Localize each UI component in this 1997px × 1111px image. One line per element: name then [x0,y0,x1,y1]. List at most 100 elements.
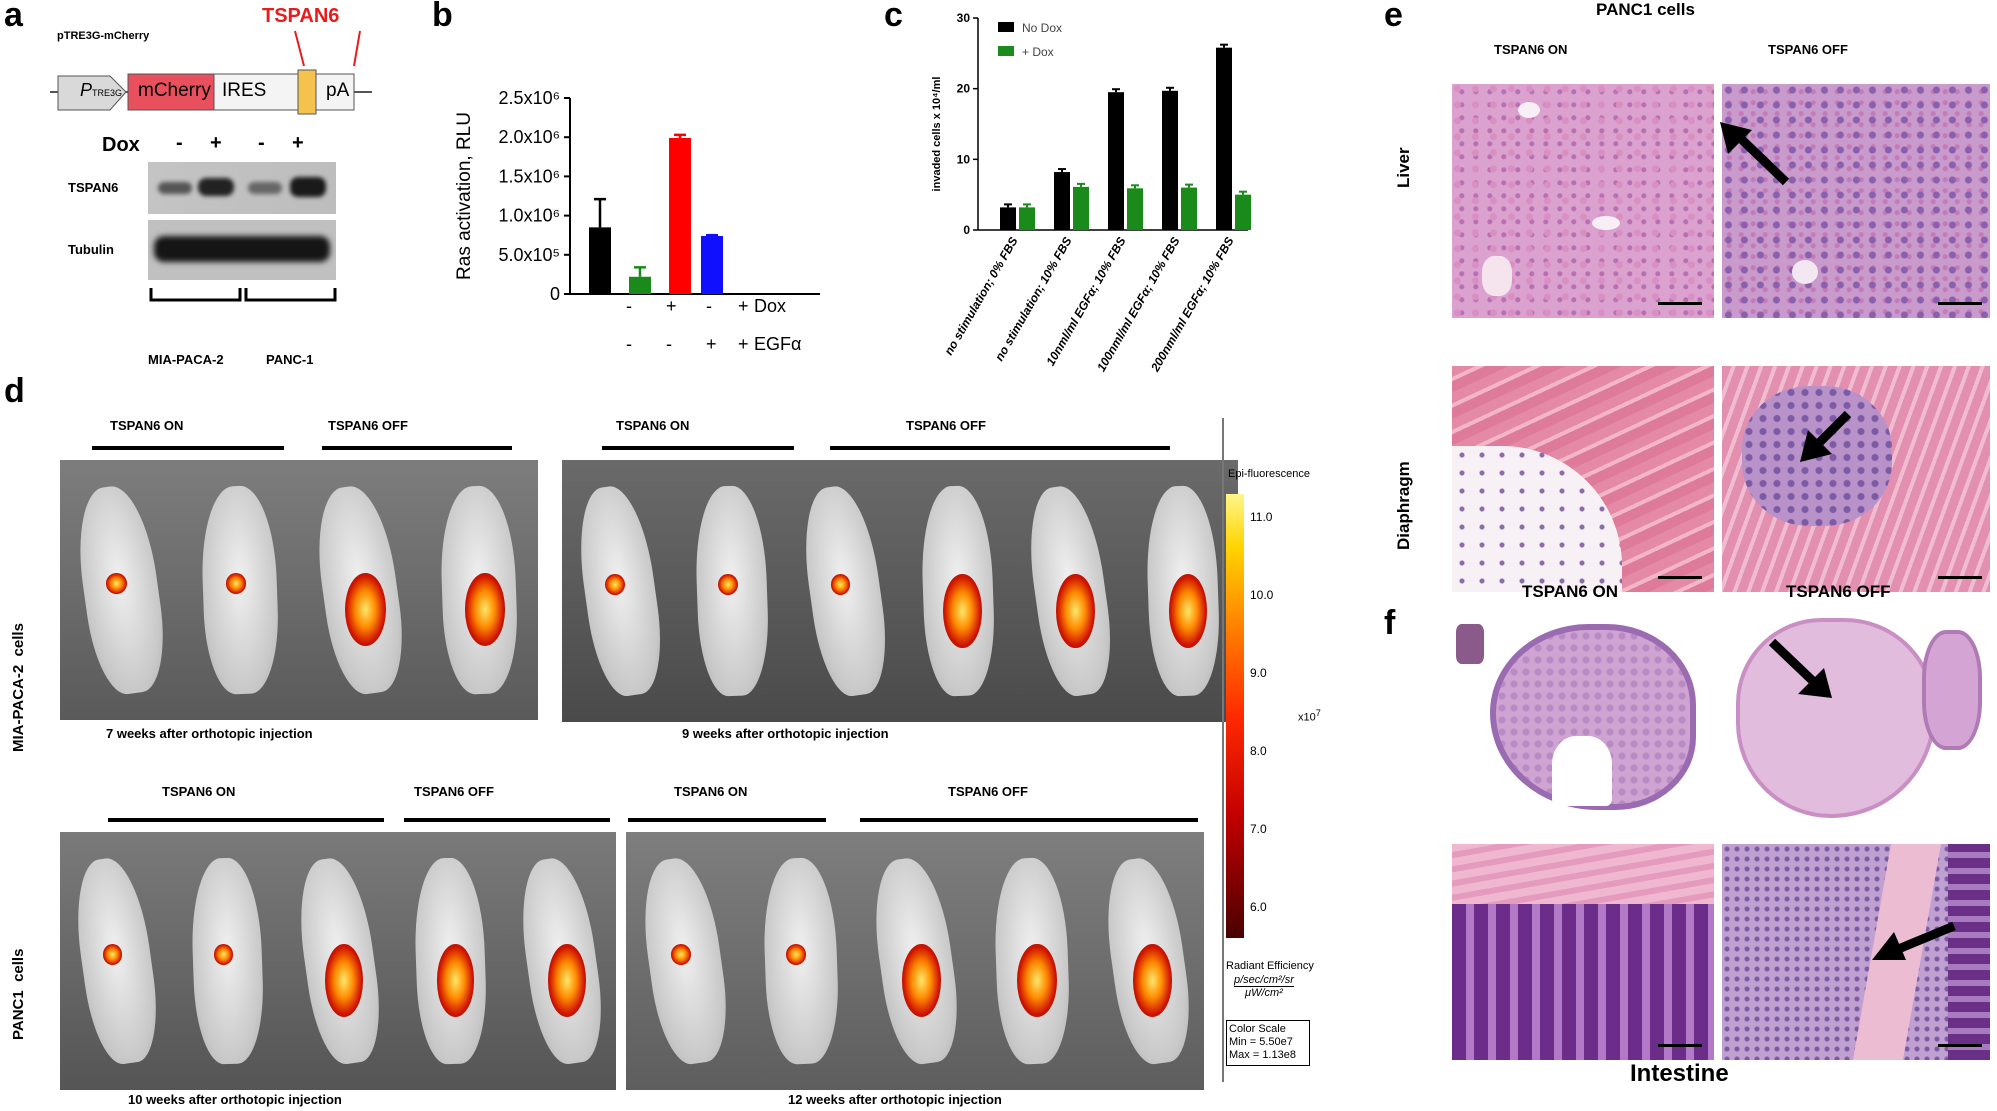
scale-bar [1938,302,1982,305]
ires-label: IRES [222,80,267,101]
bar [701,235,723,294]
scale-title: Color Scale [1229,1023,1286,1035]
cell-line-mia: MIA-PACA-2 [148,352,224,367]
histology-liver-off [1722,84,1990,318]
bar [629,276,651,294]
e-row-diaphragm: Diaphragm [1394,461,1413,550]
blot-tspan6 [148,162,336,214]
colorbar-ticks: 11.0 10.0 9.0 8.0 7.0 6.0 [1250,494,1300,938]
ivis-image-12wk [626,832,1204,1090]
d-caption-12wk: 12 weeks after orthotopic injection [788,1092,1002,1107]
fluorescence-signal [670,944,691,966]
group-bar [92,446,284,450]
group-bar [404,818,610,822]
pa-label: pA [326,80,350,101]
colorbar [1226,494,1244,938]
colorbar-divider [1222,418,1224,1082]
dox-sign-3: - [258,132,265,154]
b-dox-4: + [738,296,749,316]
arrow-icon [1800,410,1852,462]
bar-no-dox [1162,90,1178,230]
cell-line-brackets [149,288,337,302]
histology-liver-on [1452,84,1714,318]
bar-plus-dox [1181,187,1197,230]
y-tick-label: 1.0x10⁶ [499,206,560,226]
fluorescence-signal [1056,574,1095,648]
ivis-image-9wk [562,460,1238,722]
scale-bar [1938,1044,1982,1047]
arrow-icon [1720,122,1790,186]
dox-row-b: - + - + Dox [626,296,836,326]
fluorescence-signal [830,574,851,596]
bar [589,227,611,294]
bar-plus-dox [1019,207,1035,230]
blot-tubulin [148,220,336,280]
fluorescence-signal [605,574,626,596]
b-egf-2: - [666,334,672,354]
d-caption-9wk: 9 weeks after orthotopic injection [682,726,889,741]
e-col-off: TSPAN6 OFF [1768,42,1848,57]
y-axis-label: invaded cells x 10⁴/ml [931,77,943,192]
colorbar-tick-label: 11.0 [1250,510,1273,524]
ivis-image-7wk [60,460,538,720]
histology-intestine-on-low [1452,616,1714,842]
bar-plus-dox [1073,186,1089,230]
y-tick-label: 2.0x10⁶ [499,127,560,147]
d-caption-7wk: 7 weeks after orthotopic injection [106,726,313,741]
bar [669,137,691,294]
legend-label: No Dox [1022,21,1062,35]
ivis-image-10wk [60,832,616,1090]
scale-max: Max = 1.13e8 [1229,1049,1296,1061]
group-bar [322,446,512,450]
b-egf-label: EGFα [754,334,802,354]
fluorescence-signal [225,573,247,595]
fluorescence-signal [106,573,127,595]
y-tick-label: 30 [957,11,971,25]
colorbar-tick-label: 6.0 [1250,900,1267,914]
d-off-1: TSPAN6 OFF [328,418,408,433]
group-bar [108,818,384,822]
panel-letter-c: c [884,0,903,34]
egf-row-b: - - + + EGFα [626,334,836,364]
group-bar [602,446,794,450]
b-egf-4: + [738,334,749,354]
scale-bar [1938,576,1982,579]
fluorescence-signal [345,573,386,647]
fluorescence-signal [214,944,234,966]
colorbar-tick-label: 10.0 [1250,588,1274,602]
colorbar-unit-title: Radiant Efficiency [1226,960,1314,972]
scale-bar [1658,576,1702,579]
bar-no-dox [1108,92,1124,230]
cell-line-panc: PANC-1 [266,352,314,367]
colorbar-tick-label: 8.0 [1250,744,1267,758]
fluorescence-signal [901,944,942,1017]
fluorescence-signal [436,944,475,1017]
legend-swatch [998,46,1014,56]
d-on-3: TSPAN6 ON [162,784,236,799]
panel-letter-d: d [4,372,25,410]
fluorescence-signal [102,944,123,966]
legend-swatch [998,22,1014,32]
blot-label-tspan6: TSPAN6 [68,180,119,195]
scale-bar [1658,302,1702,305]
promoter-label: PTRE3G [80,80,123,100]
e-col-on: TSPAN6 ON [1494,42,1568,57]
d-caption-10wk: 10 weeks after orthotopic injection [128,1092,342,1107]
group-bar [860,818,1198,822]
fluorescence-signal [547,944,586,1017]
group-bar [628,818,826,822]
histology-intestine-on-high [1452,844,1714,1060]
d-on-2: TSPAN6 ON [616,418,690,433]
colorbar-title: Epi-fluorescence [1228,468,1310,480]
fluorescence-signal [325,944,364,1017]
histology-diaphragm-off [1722,366,1990,592]
b-egf-3: + [706,334,717,354]
e-row-liver: Liver [1394,147,1413,188]
gene-label: TSPAN6 [262,5,340,27]
blot-label-tubulin: Tubulin [68,242,114,257]
arrow-icon [1872,921,1956,960]
y-tick-label: 0 [550,284,560,304]
fluorescence-signal [718,574,738,596]
dox-sign-2: + [210,132,222,154]
y-tick-label: 1.5x10⁶ [499,166,560,186]
